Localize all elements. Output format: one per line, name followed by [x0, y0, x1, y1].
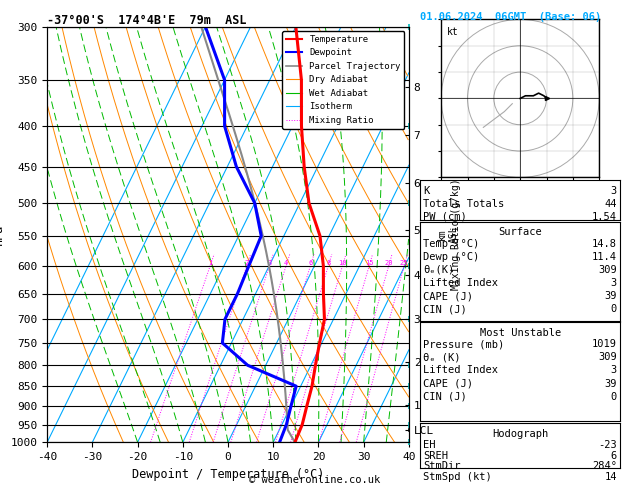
Text: 6: 6: [308, 260, 313, 266]
Text: Mixing Ratio (g/kg): Mixing Ratio (g/kg): [451, 179, 461, 290]
Text: 39: 39: [604, 291, 617, 301]
Text: 0: 0: [611, 304, 617, 314]
Text: kt: kt: [447, 27, 458, 37]
Text: StmDir: StmDir: [423, 461, 461, 471]
Text: 20: 20: [384, 260, 393, 266]
Text: 3: 3: [611, 186, 617, 196]
Text: EH: EH: [423, 440, 436, 450]
Text: K: K: [423, 186, 430, 196]
Text: Lifted Index: Lifted Index: [423, 278, 498, 288]
Text: 14: 14: [604, 472, 617, 482]
Text: 11.4: 11.4: [592, 252, 617, 262]
Text: 4: 4: [284, 260, 288, 266]
Text: CIN (J): CIN (J): [423, 304, 467, 314]
Text: 309: 309: [598, 265, 617, 275]
Text: Hodograph: Hodograph: [492, 429, 548, 439]
Text: CAPE (J): CAPE (J): [423, 291, 473, 301]
Text: CAPE (J): CAPE (J): [423, 379, 473, 389]
Text: θₑ (K): θₑ (K): [423, 352, 461, 363]
Text: 3: 3: [611, 278, 617, 288]
Text: © weatheronline.co.uk: © weatheronline.co.uk: [249, 475, 380, 485]
Text: StmSpd (kt): StmSpd (kt): [423, 472, 492, 482]
Text: 25: 25: [400, 260, 408, 266]
Text: PW (cm): PW (cm): [423, 212, 467, 222]
Text: CIN (J): CIN (J): [423, 392, 467, 402]
Text: 01.06.2024  06GMT  (Base: 06): 01.06.2024 06GMT (Base: 06): [420, 12, 601, 22]
Text: Temp (°C): Temp (°C): [423, 239, 479, 249]
X-axis label: Dewpoint / Temperature (°C): Dewpoint / Temperature (°C): [132, 468, 324, 481]
Text: 15: 15: [365, 260, 374, 266]
Text: Lifted Index: Lifted Index: [423, 365, 498, 376]
Text: SREH: SREH: [423, 451, 448, 461]
Text: 3: 3: [611, 365, 617, 376]
Text: 6: 6: [611, 451, 617, 461]
Text: 10: 10: [338, 260, 347, 266]
Text: 0: 0: [611, 392, 617, 402]
Y-axis label: km
ASL: km ASL: [437, 226, 459, 243]
Text: 309: 309: [598, 352, 617, 363]
Text: 8: 8: [326, 260, 330, 266]
Text: 284°: 284°: [592, 461, 617, 471]
Text: 1.54: 1.54: [592, 212, 617, 222]
Text: Most Unstable: Most Unstable: [479, 328, 561, 338]
Text: θₑ(K): θₑ(K): [423, 265, 455, 275]
Text: 39: 39: [604, 379, 617, 389]
Y-axis label: hPa: hPa: [0, 224, 5, 245]
Legend: Temperature, Dewpoint, Parcel Trajectory, Dry Adiabat, Wet Adiabat, Isotherm, Mi: Temperature, Dewpoint, Parcel Trajectory…: [282, 31, 404, 129]
Text: Pressure (mb): Pressure (mb): [423, 339, 504, 349]
Text: Totals Totals: Totals Totals: [423, 199, 504, 209]
Text: 1019: 1019: [592, 339, 617, 349]
Text: -37°00'S  174°4B'E  79m  ASL: -37°00'S 174°4B'E 79m ASL: [47, 14, 247, 27]
Text: Surface: Surface: [498, 227, 542, 238]
Text: 3: 3: [267, 260, 272, 266]
Text: 2: 2: [245, 260, 249, 266]
Text: 44: 44: [604, 199, 617, 209]
Text: Dewp (°C): Dewp (°C): [423, 252, 479, 262]
Text: -23: -23: [598, 440, 617, 450]
Text: 1: 1: [208, 260, 212, 266]
Text: 14.8: 14.8: [592, 239, 617, 249]
